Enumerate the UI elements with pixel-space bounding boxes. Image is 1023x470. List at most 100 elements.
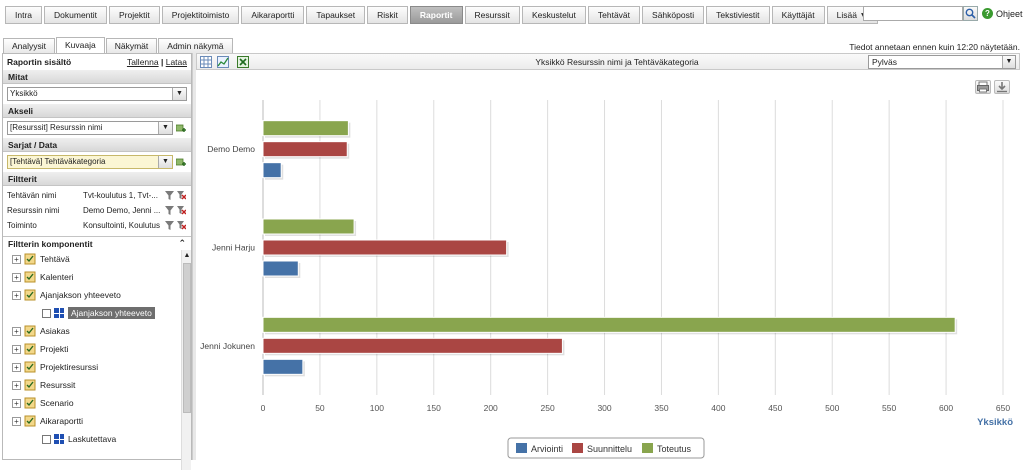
tree-scrollbar[interactable]: ▲ (181, 250, 191, 470)
measures-select[interactable]: Yksikkö ▼ (7, 87, 187, 101)
tree-folder[interactable]: + Resurssit (3, 376, 179, 394)
nav-tab[interactable]: Projektitoimisto (161, 6, 240, 24)
x-tick-label: 200 (484, 403, 498, 413)
excel-export-icon[interactable] (237, 56, 249, 68)
expand-icon[interactable]: + (12, 290, 21, 300)
nav-tab[interactable]: Keskustelut (521, 6, 586, 24)
nav-tab[interactable]: Intra (5, 6, 43, 24)
download-button[interactable] (994, 80, 1010, 94)
checkbox[interactable] (42, 434, 51, 444)
legend-label: Toteutus (657, 444, 692, 454)
scroll-up-icon[interactable]: ▲ (183, 252, 191, 259)
nav-tab[interactable]: Käyttäjät (771, 6, 825, 24)
expand-icon[interactable]: + (12, 272, 21, 282)
scroll-thumb[interactable] (183, 263, 191, 413)
tree-folder[interactable]: + Aikaraportti (3, 412, 179, 430)
nav-tab[interactable]: Projektit (109, 6, 160, 24)
nav-tab[interactable]: Tekstiviestit (706, 6, 770, 24)
load-link[interactable]: Lataa (165, 57, 187, 67)
legend-swatch (572, 443, 583, 453)
save-link[interactable]: Tallenna (126, 57, 159, 67)
tree-item[interactable]: Ajanjakson yhteeveto (3, 304, 179, 322)
table-view-icon[interactable] (200, 56, 212, 68)
nav-tab[interactable]: Riskit (367, 6, 408, 24)
expand-icon[interactable]: + (12, 344, 21, 354)
chevron-down-icon[interactable]: ▼ (172, 88, 186, 100)
bar (262, 239, 508, 256)
help-link[interactable]: ? Ohjeet (982, 6, 1023, 21)
search-button[interactable] (963, 6, 978, 21)
subtab[interactable]: Kuvaaja (56, 37, 105, 54)
nav-tab[interactable]: Aikaraportti (241, 6, 305, 24)
remove-filter-icon[interactable] (177, 206, 186, 215)
nav-tab[interactable]: Raportit (409, 6, 463, 24)
remove-filter-icon[interactable] (177, 221, 186, 230)
main-nav: Intra Dokumentit Projektit Projektitoimisto… (5, 6, 880, 24)
report-content-header: Raportin sisältö Tallenna | Lataa (7, 57, 187, 67)
chart-view-icon[interactable] (217, 56, 229, 68)
checkbox[interactable] (42, 308, 51, 318)
add-field-icon[interactable] (176, 123, 186, 133)
tree-label: Scenario (40, 398, 74, 408)
add-field-icon[interactable] (176, 157, 186, 167)
tree-folder[interactable]: + Tehtävä (3, 250, 179, 268)
filter-name: Resurssin nimi (7, 206, 60, 215)
expand-icon[interactable]: + (12, 326, 21, 336)
filter-value[interactable]: Tvt-koulutus 1, Tvt-... (83, 191, 158, 200)
chevron-down-icon[interactable]: ▼ (158, 122, 172, 134)
filter-value[interactable]: Demo Demo, Jenni ... (83, 206, 161, 215)
filter-row: Resurssin nimi Demo Demo, Jenni ... (3, 203, 191, 218)
expand-icon[interactable]: + (12, 362, 21, 372)
nav-tab[interactable]: Resurssit (464, 6, 520, 24)
print-button[interactable] (975, 80, 991, 94)
nav-tab[interactable]: Sähköposti (642, 6, 705, 24)
data-notice: Tiedot annetaan ennen kuin 12:20 näytetä… (849, 42, 1020, 52)
subtab[interactable]: Analyysit (3, 38, 56, 53)
series-select[interactable]: [Tehtävä] Tehtäväkategoria ▼ (7, 155, 173, 169)
filter-icon[interactable] (165, 221, 174, 230)
tree-folder[interactable]: + Projektiresurssi (3, 358, 179, 376)
folder-icon (24, 325, 36, 337)
nav-tab[interactable]: Tehtävät (587, 6, 641, 24)
subtab[interactable]: Näkymät (105, 38, 158, 53)
help-label: Ohjeet (996, 8, 1023, 19)
remove-filter-icon[interactable] (177, 191, 186, 200)
top-navigation-bar: Intra Dokumentit Projektit Projektitoimisto… (0, 0, 1023, 30)
bar (262, 337, 563, 354)
collapse-icon[interactable]: ⌃ (178, 238, 186, 248)
chart-type-select[interactable]: Pylväs ▼ (868, 55, 1016, 69)
category-label: Jenni Harju (212, 243, 255, 253)
folder-icon (24, 253, 36, 265)
x-tick-label: 50 (315, 403, 325, 413)
expand-icon[interactable]: + (12, 416, 21, 426)
tree-folder[interactable]: + Scenario (3, 394, 179, 412)
nav-tab[interactable]: Dokumentit (44, 6, 108, 24)
download-icon (997, 82, 1007, 93)
tree-item[interactable]: Laskutettava (3, 430, 179, 448)
subtab[interactable]: Admin näkymä (158, 38, 233, 53)
filter-value[interactable]: Konsultointi, Koulutus (83, 221, 160, 230)
measures-header: Mitat (3, 70, 191, 84)
search-input[interactable] (863, 6, 963, 21)
search-icon (965, 8, 976, 19)
chevron-down-icon[interactable]: ▼ (158, 156, 172, 168)
expand-icon[interactable]: + (12, 380, 21, 390)
tree-folder[interactable]: + Kalenteri (3, 268, 179, 286)
axis-select[interactable]: [Resurssit] Resurssin nimi ▼ (7, 121, 173, 135)
tree-label: Kalenteri (40, 272, 74, 282)
bar (262, 141, 348, 158)
tree-folder[interactable]: + Ajanjakson yhteeveto (3, 286, 179, 304)
legend-box (507, 437, 705, 459)
panel-splitter[interactable] (192, 53, 196, 460)
x-tick-label: 150 (427, 403, 441, 413)
nav-tab[interactable]: Tapaukset (306, 6, 366, 24)
filter-icon[interactable] (165, 191, 174, 200)
filters-list: Tehtävän nimi Tvt-koulutus 1, Tvt-... Resu… (3, 186, 191, 233)
filter-icon[interactable] (165, 206, 174, 215)
expand-icon[interactable]: + (12, 254, 21, 264)
chevron-down-icon[interactable]: ▼ (1002, 56, 1015, 68)
tree-folder[interactable]: + Asiakas (3, 322, 179, 340)
expand-icon[interactable]: + (12, 398, 21, 408)
filter-row: Toiminto Konsultointi, Koulutus (3, 218, 191, 233)
tree-folder[interactable]: + Projekti (3, 340, 179, 358)
